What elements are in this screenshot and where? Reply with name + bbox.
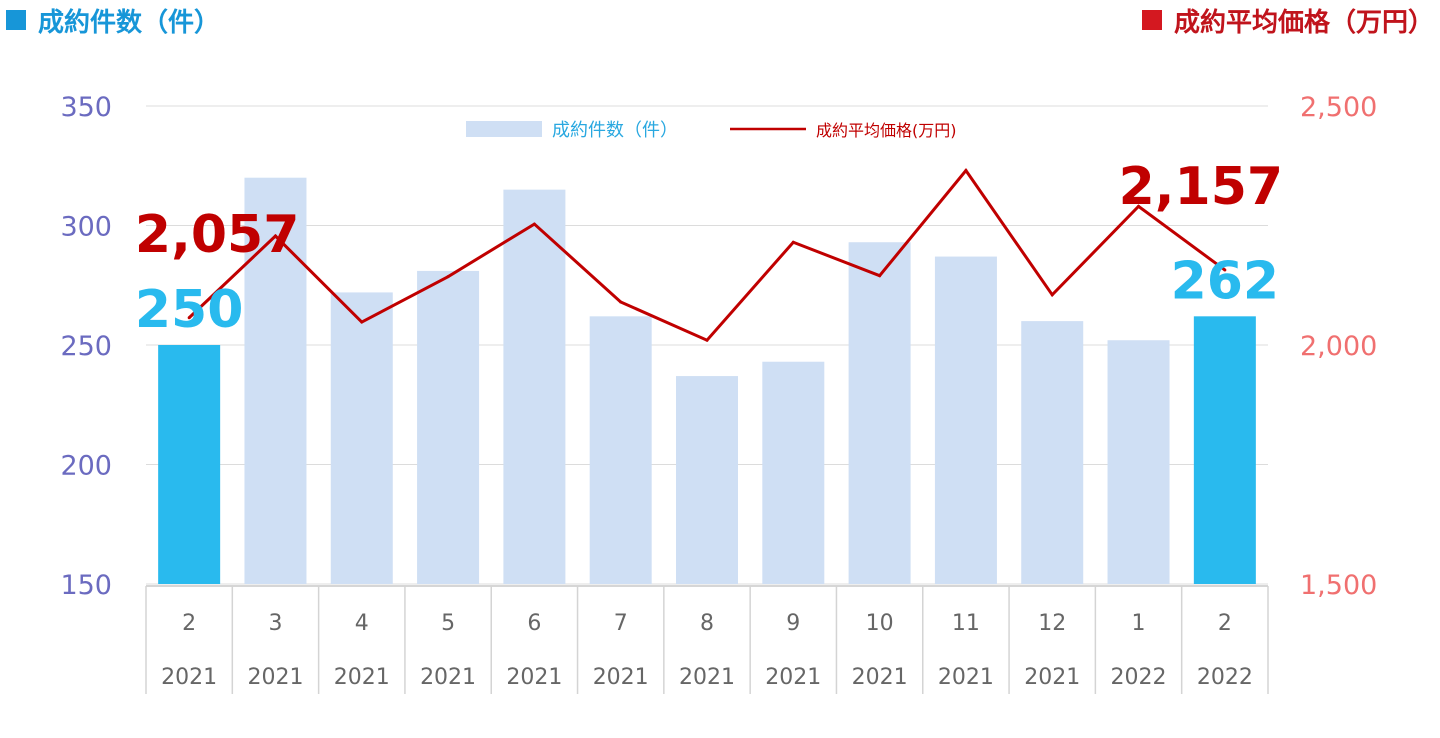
month-label: 9 <box>786 611 800 636</box>
left-axis-tick-label: 250 <box>60 331 112 362</box>
price-point <box>360 320 364 324</box>
bar <box>330 292 393 584</box>
year-label: 2021 <box>938 665 994 690</box>
month-label: 2 <box>182 611 196 636</box>
bar <box>934 256 997 584</box>
data-label: 2,057 <box>135 205 299 265</box>
year-label: 2021 <box>420 665 476 690</box>
price-point <box>1050 293 1054 297</box>
price-point <box>532 222 536 226</box>
year-label: 2022 <box>1111 665 1167 690</box>
right-axis-tick-label: 2,500 <box>1300 92 1377 123</box>
bar <box>676 376 738 584</box>
bar <box>244 177 307 584</box>
month-label: 1 <box>1132 611 1146 636</box>
month-label: 7 <box>614 611 628 636</box>
right-axis-tick-label: 1,500 <box>1300 570 1377 601</box>
left-axis-tick-label: 200 <box>60 451 112 482</box>
year-label: 2021 <box>161 665 217 690</box>
month-label: 4 <box>355 611 369 636</box>
bar <box>1193 316 1256 584</box>
year-label: 2021 <box>506 665 562 690</box>
price-point <box>878 274 882 278</box>
month-label: 3 <box>268 611 282 636</box>
legend-line-label: 成約平均価格(万円) <box>816 121 957 140</box>
year-label: 2021 <box>679 665 735 690</box>
data-label: 250 <box>135 280 244 340</box>
price-point <box>791 240 795 244</box>
year-label: 2021 <box>593 665 649 690</box>
legend-bar-label: 成約件数（件） <box>552 120 678 141</box>
price-point <box>273 234 277 238</box>
bar <box>417 270 480 584</box>
right-axis-header: 成約平均価格（万円） <box>1141 2 1434 38</box>
left-axis-tick-label: 350 <box>60 92 112 123</box>
data-label: 262 <box>1171 251 1280 311</box>
right-axis-tick-label: 2,000 <box>1300 331 1377 362</box>
bar <box>158 345 221 584</box>
bar <box>762 361 825 584</box>
month-label: 6 <box>527 611 541 636</box>
price-point <box>1137 204 1141 208</box>
price-point <box>1223 268 1227 272</box>
bar <box>848 242 911 585</box>
left-axis-tick-label: 150 <box>60 570 112 601</box>
year-label: 2021 <box>247 665 303 690</box>
price-point <box>446 275 450 279</box>
year-label: 2022 <box>1197 665 1253 690</box>
bar <box>1107 340 1170 584</box>
blue-square-icon <box>6 10 26 30</box>
month-label: 11 <box>952 611 980 636</box>
year-label: 2021 <box>334 665 390 690</box>
price-point <box>964 169 968 173</box>
bar <box>1021 321 1084 584</box>
month-label: 5 <box>441 611 455 636</box>
red-square-icon <box>1141 10 1162 30</box>
bar <box>589 316 652 584</box>
right-axis-title: 成約平均価格（万円） <box>1173 7 1434 38</box>
price-point <box>619 300 623 304</box>
month-label: 8 <box>700 611 714 636</box>
data-label: 2,157 <box>1119 157 1283 217</box>
left-axis-tick-label: 300 <box>60 212 112 243</box>
price-point <box>187 316 191 320</box>
month-label: 12 <box>1038 611 1066 636</box>
left-axis-header: 成約件数（件） <box>6 2 220 38</box>
year-label: 2021 <box>852 665 908 690</box>
year-label: 2021 <box>765 665 821 690</box>
year-label: 2021 <box>1024 665 1080 690</box>
price-point <box>705 338 709 342</box>
month-label: 2 <box>1218 611 1232 636</box>
left-axis-title: 成約件数（件） <box>38 7 221 38</box>
legend-bar-swatch <box>466 121 542 137</box>
month-label: 10 <box>866 611 894 636</box>
bar <box>503 189 566 584</box>
